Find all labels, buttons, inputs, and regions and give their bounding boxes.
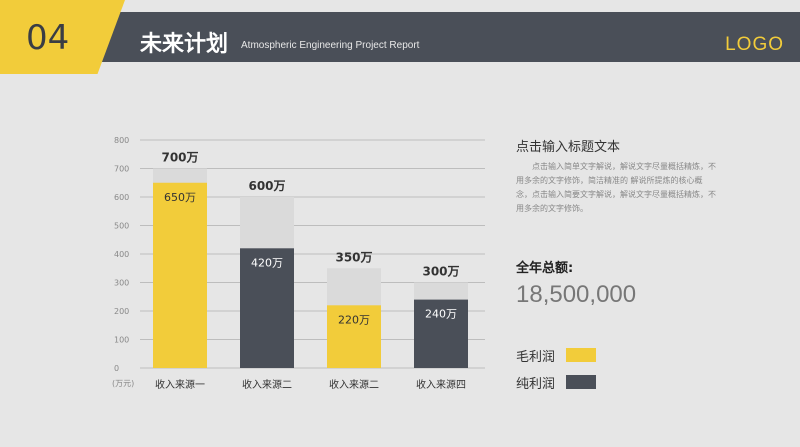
bar-total-label: 600万 [248,179,285,193]
bar-total-label: 300万 [422,265,459,279]
x-tick-label: 收入来源二 [329,378,379,391]
x-tick-label: 收入来源一 [155,378,205,391]
y-tick-label: 0 [114,364,119,373]
y-tick-label: 400 [114,250,129,259]
legend-swatch-gross [566,348,596,362]
y-tick-label: 100 [114,336,129,345]
legend-label-gross: 毛利润 [516,350,556,365]
bar-value [327,305,381,368]
y-tick-label: 200 [114,307,129,316]
y-tick-label: 700 [114,165,129,174]
bar-value [153,182,207,368]
y-unit-label: (万元) [112,379,134,388]
section-number: 04 [26,18,70,58]
total-value: 18,500,000 [516,281,637,308]
x-tick-label: 收入来源二 [242,378,292,391]
logo: LOGO [725,34,784,55]
side-title: 点击输入标题文本 [516,140,621,155]
bar-value-label: 220万 [338,313,370,326]
bar-value [240,248,294,368]
side-body: 点击输入简单文字解说，解说文字尽量概括精炼，不用多余的文字修饰，简洁精准的 解说… [516,162,716,213]
total-label: 全年总额: [516,261,574,276]
header-bar [0,12,800,62]
legend-label-net: 纯利润 [516,377,556,392]
y-tick-label: 500 [114,222,129,231]
bar-total-label: 350万 [335,250,372,264]
bar-value-label: 650万 [164,191,196,204]
bar-value-label: 240万 [425,308,457,321]
bar-value-label: 420万 [251,256,283,269]
x-tick-label: 收入来源四 [416,378,466,391]
legend-swatch-net [566,375,596,389]
bar-total-label: 700万 [161,151,198,165]
page-subtitle: Atmospheric Engineering Project Report [241,40,420,51]
y-tick-label: 600 [114,193,129,202]
page-title: 未来计划 [140,32,229,57]
y-tick-label: 300 [114,279,129,288]
y-tick-label: 800 [114,136,129,145]
bar-value [414,299,468,368]
